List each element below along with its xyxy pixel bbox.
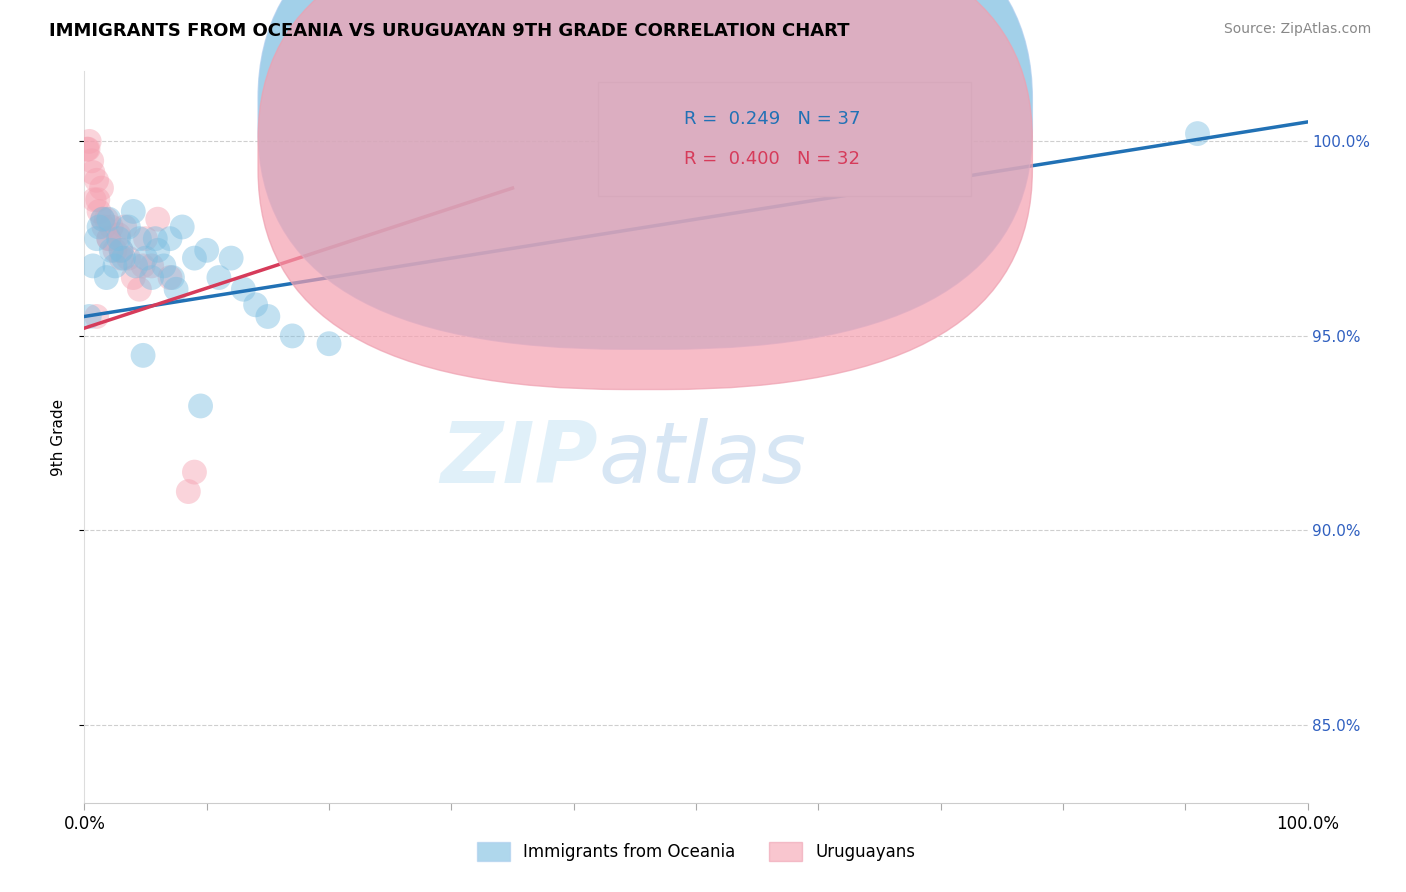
Point: [165, 282, 187, 296]
Point: [183, 465, 205, 479]
FancyBboxPatch shape: [259, 0, 1032, 350]
Point: [190, 399, 212, 413]
Point: [90, 181, 112, 195]
Point: [177, 484, 200, 499]
Point: [87, 204, 110, 219]
Point: [162, 270, 184, 285]
Point: [1187, 127, 1209, 141]
Text: IMMIGRANTS FROM OCEANIA VS URUGUAYAN 9TH GRADE CORRELATION CHART: IMMIGRANTS FROM OCEANIA VS URUGUAYAN 9TH…: [49, 22, 849, 40]
FancyBboxPatch shape: [259, 0, 1032, 390]
Point: [146, 212, 169, 227]
Point: [80, 153, 103, 168]
Point: [135, 251, 157, 265]
Point: [83, 193, 105, 207]
Point: [82, 259, 104, 273]
Point: [82, 165, 104, 179]
Point: [114, 219, 136, 234]
Text: R =  0.249   N = 37: R = 0.249 N = 37: [683, 110, 860, 128]
Point: [93, 219, 115, 234]
Point: [219, 251, 242, 265]
FancyBboxPatch shape: [598, 82, 972, 195]
Point: [183, 251, 205, 265]
Point: [132, 259, 155, 273]
Point: [96, 212, 118, 227]
Point: [77, 142, 100, 156]
Point: [97, 232, 120, 246]
Legend: Immigrants from Oceania, Uruguayans: Immigrants from Oceania, Uruguayans: [470, 835, 922, 868]
Point: [110, 251, 132, 265]
Point: [117, 251, 139, 265]
Point: [104, 244, 127, 258]
Point: [195, 244, 218, 258]
Point: [97, 212, 120, 227]
Point: [107, 227, 129, 242]
Point: [77, 310, 100, 324]
Point: [318, 336, 340, 351]
Point: [100, 244, 122, 258]
Point: [132, 348, 155, 362]
Point: [97, 232, 120, 246]
Point: [141, 259, 163, 273]
Text: atlas: atlas: [598, 417, 806, 500]
Text: ZIP: ZIP: [440, 417, 598, 500]
Point: [110, 244, 132, 258]
Point: [100, 219, 122, 234]
Point: [110, 244, 132, 258]
Point: [153, 259, 176, 273]
Point: [77, 135, 100, 149]
Point: [143, 232, 166, 246]
Point: [122, 270, 145, 285]
Point: [91, 212, 114, 227]
Point: [141, 270, 163, 285]
Point: [208, 270, 231, 285]
Point: [232, 282, 254, 296]
Point: [281, 329, 304, 343]
Text: R =  0.400   N = 32: R = 0.400 N = 32: [683, 150, 859, 168]
Point: [112, 251, 135, 265]
Point: [122, 204, 145, 219]
Point: [135, 232, 157, 246]
Y-axis label: 9th Grade: 9th Grade: [51, 399, 66, 475]
Point: [117, 219, 139, 234]
Point: [76, 142, 98, 156]
Point: [107, 232, 129, 246]
Point: [86, 232, 108, 246]
Point: [172, 219, 194, 234]
Text: Source: ZipAtlas.com: Source: ZipAtlas.com: [1223, 22, 1371, 37]
Point: [86, 173, 108, 187]
Point: [125, 259, 148, 273]
Point: [91, 212, 114, 227]
Point: [104, 259, 127, 273]
Point: [87, 193, 110, 207]
Point: [128, 282, 150, 296]
Point: [87, 219, 110, 234]
Point: [146, 244, 169, 258]
Point: [86, 310, 108, 324]
Point: [128, 232, 150, 246]
Point: [245, 298, 267, 312]
Point: [159, 232, 181, 246]
Point: [159, 270, 181, 285]
Point: [257, 310, 280, 324]
Point: [96, 270, 118, 285]
